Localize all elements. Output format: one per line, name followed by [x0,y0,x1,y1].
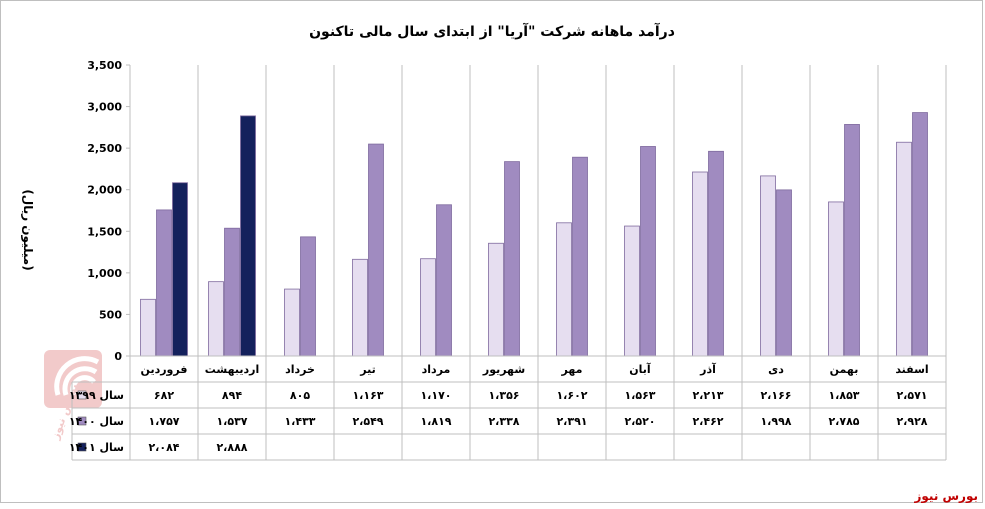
category-label: شهریور [482,363,525,376]
bar [224,227,240,357]
legend-label: سال ۱۴۰۰ [69,415,124,428]
data-label: ۲،۳۳۸ [488,415,519,428]
bar [436,204,452,357]
y-tick-label: 2,500 [87,142,122,155]
data-label: ۱،۵۳۷ [216,415,247,428]
data-label: ۶۸۲ [154,389,174,402]
y-axis-label: (میلیون ریال) [20,189,35,270]
bar [624,225,640,357]
category-label: اردیبهشت [205,363,259,376]
chart-title: درآمد ماهانه شرکت "آریا" از ابتدای سال م… [309,22,675,40]
data-label: ۱،۷۵۷ [148,415,179,428]
data-label: ۲،۳۹۱ [556,415,587,428]
bar [504,161,520,357]
bar [708,150,724,357]
category-label: خرداد [285,363,315,376]
data-label: ۱،۸۱۹ [420,415,451,428]
data-label: ۲،۵۲۰ [624,415,655,428]
bar [488,242,504,357]
bar [692,171,708,357]
legend-swatch [77,416,87,426]
bar [912,112,928,357]
bars [140,112,928,357]
data-label: ۸۹۴ [222,389,242,402]
bar [208,281,224,357]
data-label: ۱،۵۶۳ [624,389,655,402]
legend-label: سال ۱۳۹۹ [69,389,124,402]
data-label: ۸۰۵ [290,389,310,402]
y-tick-label: 0 [114,350,122,363]
data-label: ۱،۱۶۳ [352,389,383,402]
legend-swatch [77,390,87,400]
bar [300,236,316,357]
bar [352,258,368,357]
data-label: ۲،۴۶۲ [692,415,723,428]
bar [156,209,172,357]
y-tick-label: 500 [99,308,122,321]
y-tick-label: 1,500 [87,225,122,238]
data-label: ۲،۱۶۶ [760,389,791,402]
bar [572,156,588,357]
y-axis: 0 500 1,000 1,500 2,000 2,500 3,000 3,500 [87,59,131,363]
data-label: ۱،۱۷۰ [420,389,451,402]
legend-label: سال ۱۴۰۱ [69,441,124,454]
data-label: ۲،۵۷۱ [896,389,927,402]
data-label: ۲،۰۸۴ [148,441,179,454]
bar [420,258,436,357]
y-tick-label: 1,000 [87,267,122,280]
category-label: آذر [699,362,716,376]
data-label: ۲،۷۸۵ [828,415,859,428]
bar [640,146,656,357]
category-label: فروردین [141,363,188,376]
category-label: اسفند [895,363,928,376]
category-label: آبان [629,362,651,376]
bar [172,182,188,357]
data-label: ۲،۵۴۹ [352,415,383,428]
data-label: ۲،۹۲۸ [896,415,927,428]
category-label: بهمن [830,363,859,376]
bar [368,143,384,357]
category-label: تیر [359,363,375,376]
bar [556,222,572,357]
data-label: ۱،۶۰۲ [556,389,587,402]
bar [896,141,912,357]
bar [828,201,844,357]
data-label: ۱،۳۵۶ [488,389,519,402]
category-label: مهر [561,363,583,376]
source-label: بورس نیوز [913,489,978,504]
data-label: ۲،۲۱۳ [692,389,723,402]
bar [776,189,792,357]
data-label: ۲،۸۸۸ [216,441,247,454]
bar [844,124,860,357]
bar [140,298,156,357]
data-label: ۱،۸۵۳ [828,389,859,402]
category-label: مرداد [422,363,451,376]
bar [760,175,776,357]
bar [284,288,300,357]
data-label: ۱،۴۳۳ [284,415,315,428]
data-table: فروردین اردیبهشت خرداد تیر مرداد شهریور مهر آبا… [69,65,947,461]
y-tick-label: 3,000 [87,101,122,114]
y-tick-label: 2,000 [87,184,122,197]
watermark-logo: بورس نیوز [44,350,102,442]
data-label: ۱،۹۹۸ [760,415,791,428]
legend-swatch [77,442,87,452]
bar [240,115,256,357]
category-label: دی [768,363,784,376]
y-tick-label: 3,500 [87,59,122,72]
